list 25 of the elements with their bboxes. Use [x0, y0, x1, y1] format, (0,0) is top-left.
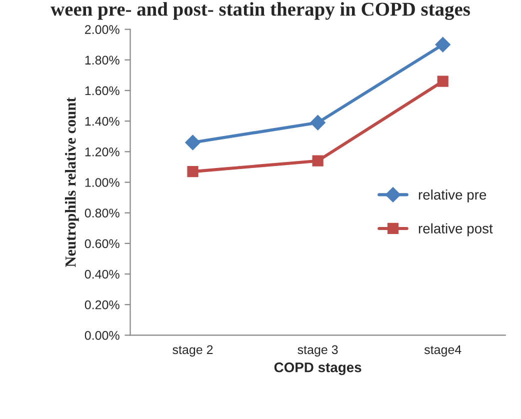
y-tick-label: 1.60%	[85, 86, 120, 96]
y-tick-label: 1.00%	[85, 178, 120, 187]
x-tick-label: stage 2	[172, 345, 213, 357]
y-tick-label: 0.00%	[84, 331, 120, 340]
point	[187, 166, 198, 178]
point	[312, 155, 324, 166]
legend-label: relative pre	[418, 189, 486, 202]
point	[435, 37, 450, 52]
y-tick-label: 0.40%	[84, 270, 120, 279]
point	[310, 115, 326, 130]
x-axis-title: COPD stages	[274, 362, 362, 376]
chart-title: ween pre- and post- statin therapy in COPD stages	[50, 2, 470, 20]
point	[185, 134, 200, 150]
x-tick-label: stage 3	[298, 345, 338, 357]
x-tick-label: stage4	[424, 345, 462, 357]
y-tick-label: 0.80%	[84, 208, 120, 218]
y-tick-label: 0.20%	[84, 300, 120, 310]
y-tick-label: 2.00%	[85, 25, 120, 34]
legend-label: relative post	[418, 223, 493, 236]
y-tick-label: 1.80%	[85, 56, 120, 65]
y-tick-label: 0.60%	[84, 239, 120, 248]
point	[437, 76, 448, 87]
y-axis-title: Neutrophils relative count	[64, 97, 79, 267]
y-tick-label: 1.20%	[85, 147, 120, 156]
y-tick-label: 1.40%	[85, 116, 120, 126]
